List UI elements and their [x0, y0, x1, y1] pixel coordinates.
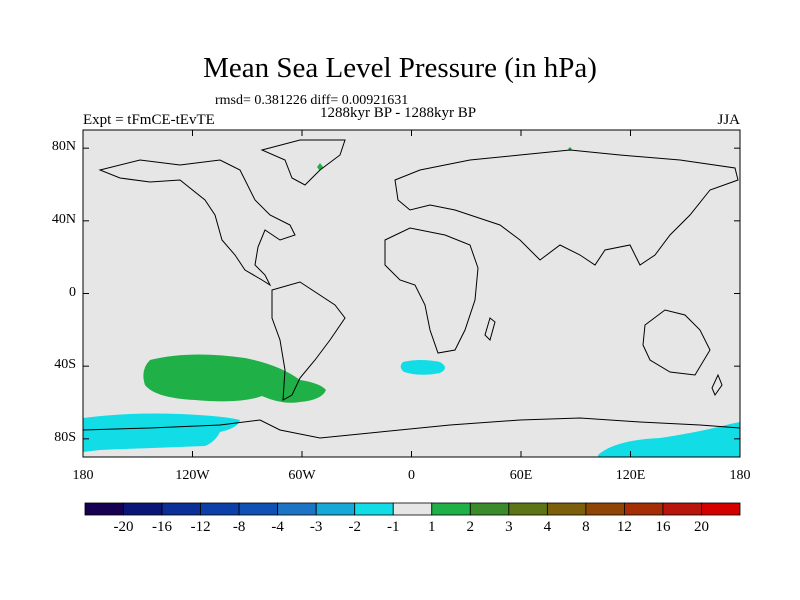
colorbar-swatch	[701, 502, 741, 516]
colorbar-swatch	[392, 502, 433, 516]
colorbar-label: 16	[655, 519, 671, 535]
antarctic-pacific-negative-region	[83, 413, 240, 452]
colorbar-swatch	[84, 502, 124, 516]
south-atlantic-negative-region	[400, 360, 445, 375]
period-subtitle: 1288kyr BP - 1288kyr BP	[320, 105, 477, 121]
colorbar-label: -4	[271, 519, 284, 535]
colorbar-label: 8	[582, 519, 590, 535]
season-label: JJA	[717, 112, 740, 128]
colorbar-swatch	[624, 502, 664, 516]
colorbar-label: 2	[466, 519, 475, 535]
colorbar-label: 1	[428, 519, 436, 535]
colorbar-label: -1	[386, 519, 400, 535]
y-tick-label: 80N	[51, 139, 76, 155]
colorbar-swatch	[161, 502, 201, 516]
y-tick-label: 0	[69, 284, 76, 300]
y-tick-label: 40N	[51, 211, 76, 227]
experiment-label: Expt = tFmCE-tEvTE	[83, 112, 215, 128]
y-tick-label: 40S	[54, 357, 76, 373]
south-pacific-positive-region	[143, 354, 326, 403]
colorbar-label: 4	[543, 519, 552, 535]
colorbar-label: 12	[616, 519, 632, 535]
x-tick-label: 180	[72, 468, 94, 483]
colorbar-swatch	[123, 502, 163, 516]
colorbar-label: -20	[113, 519, 134, 535]
colorbar-swatch	[238, 502, 279, 516]
colorbar-swatch	[662, 502, 702, 516]
colorbar-label: -8	[232, 519, 246, 535]
colorbar-swatch	[277, 502, 317, 516]
x-tick-label: 120E	[615, 468, 646, 483]
colorbar-swatch	[354, 502, 394, 516]
colorbar	[84, 502, 741, 516]
colorbar-label: -16	[152, 519, 173, 535]
colorbar-label: -2	[348, 519, 361, 535]
colorbar-label: 3	[505, 519, 513, 535]
colorbar-swatch	[508, 502, 548, 516]
colorbar-label: -3	[309, 519, 323, 535]
x-tick-label: 60E	[509, 468, 533, 483]
x-tick-label: 180	[729, 468, 751, 483]
colorbar-label: -12	[190, 519, 211, 535]
colorbar-swatch	[585, 502, 625, 516]
colorbar-label: 20	[693, 519, 709, 535]
stats-subtitle: rmsd= 0.381226 diff= 0.00921631	[215, 93, 409, 108]
antarctic-australia-negative-region	[598, 422, 740, 457]
map-background	[83, 130, 740, 457]
colorbar-swatch	[469, 502, 510, 516]
x-tick-label: 0	[408, 468, 415, 483]
colorbar-swatch	[431, 502, 471, 516]
colorbar-swatch	[200, 502, 240, 516]
colorbar-swatch	[546, 502, 587, 516]
x-tick-label: 120W	[175, 468, 210, 483]
coastlines	[83, 139, 740, 439]
map-title: Mean Sea Level Pressure (in hPa)	[203, 52, 597, 84]
y-tick-label: 80S	[54, 429, 76, 445]
x-tick-label: 60W	[288, 468, 316, 483]
colorbar-swatch	[315, 502, 356, 516]
